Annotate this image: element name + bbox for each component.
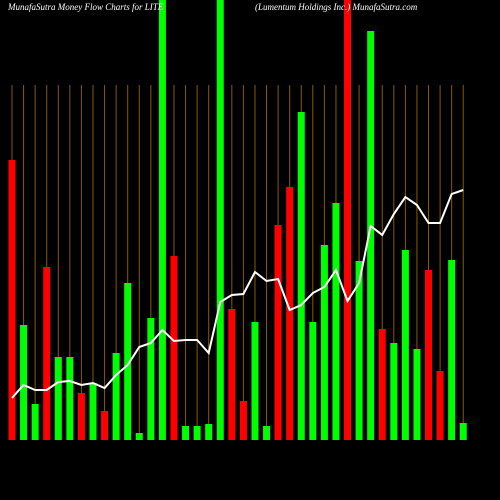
chart-subtitle: (Lumentum Holdings Inc.) MunafaSutra.com — [255, 2, 418, 12]
bar — [77, 393, 85, 440]
bar — [228, 309, 236, 440]
bar — [263, 426, 271, 440]
bar — [8, 160, 16, 440]
bar — [239, 401, 247, 440]
bars — [8, 0, 467, 440]
bar — [54, 357, 62, 440]
bar — [448, 260, 456, 440]
bar — [297, 112, 305, 440]
bar — [251, 322, 259, 440]
chart-title: MunafaSutra Money Flow Charts for LITE — [7, 2, 164, 12]
bar — [344, 0, 352, 440]
bar — [124, 283, 132, 440]
bar — [182, 426, 190, 440]
bar — [274, 225, 282, 440]
bar — [135, 433, 143, 440]
bar — [436, 371, 444, 440]
bar — [193, 426, 201, 440]
bar — [170, 256, 178, 440]
bar — [112, 353, 120, 440]
bar — [378, 329, 386, 440]
money-flow-line — [11, 189, 464, 399]
bar — [332, 203, 340, 440]
bar — [401, 250, 409, 440]
bar — [20, 325, 28, 440]
bar — [205, 424, 213, 440]
bar — [216, 0, 224, 440]
bar — [89, 383, 97, 440]
bar — [101, 411, 109, 440]
bar — [459, 423, 467, 440]
bar — [425, 270, 433, 440]
bar — [413, 349, 421, 440]
bar — [158, 0, 166, 440]
bar — [147, 318, 155, 440]
bar — [390, 343, 398, 440]
bar — [66, 357, 74, 440]
bar — [31, 404, 39, 440]
bar — [367, 31, 375, 440]
bar — [43, 267, 51, 440]
bar — [309, 322, 317, 440]
bar — [320, 245, 328, 440]
bar — [286, 187, 294, 440]
bar — [355, 261, 363, 440]
